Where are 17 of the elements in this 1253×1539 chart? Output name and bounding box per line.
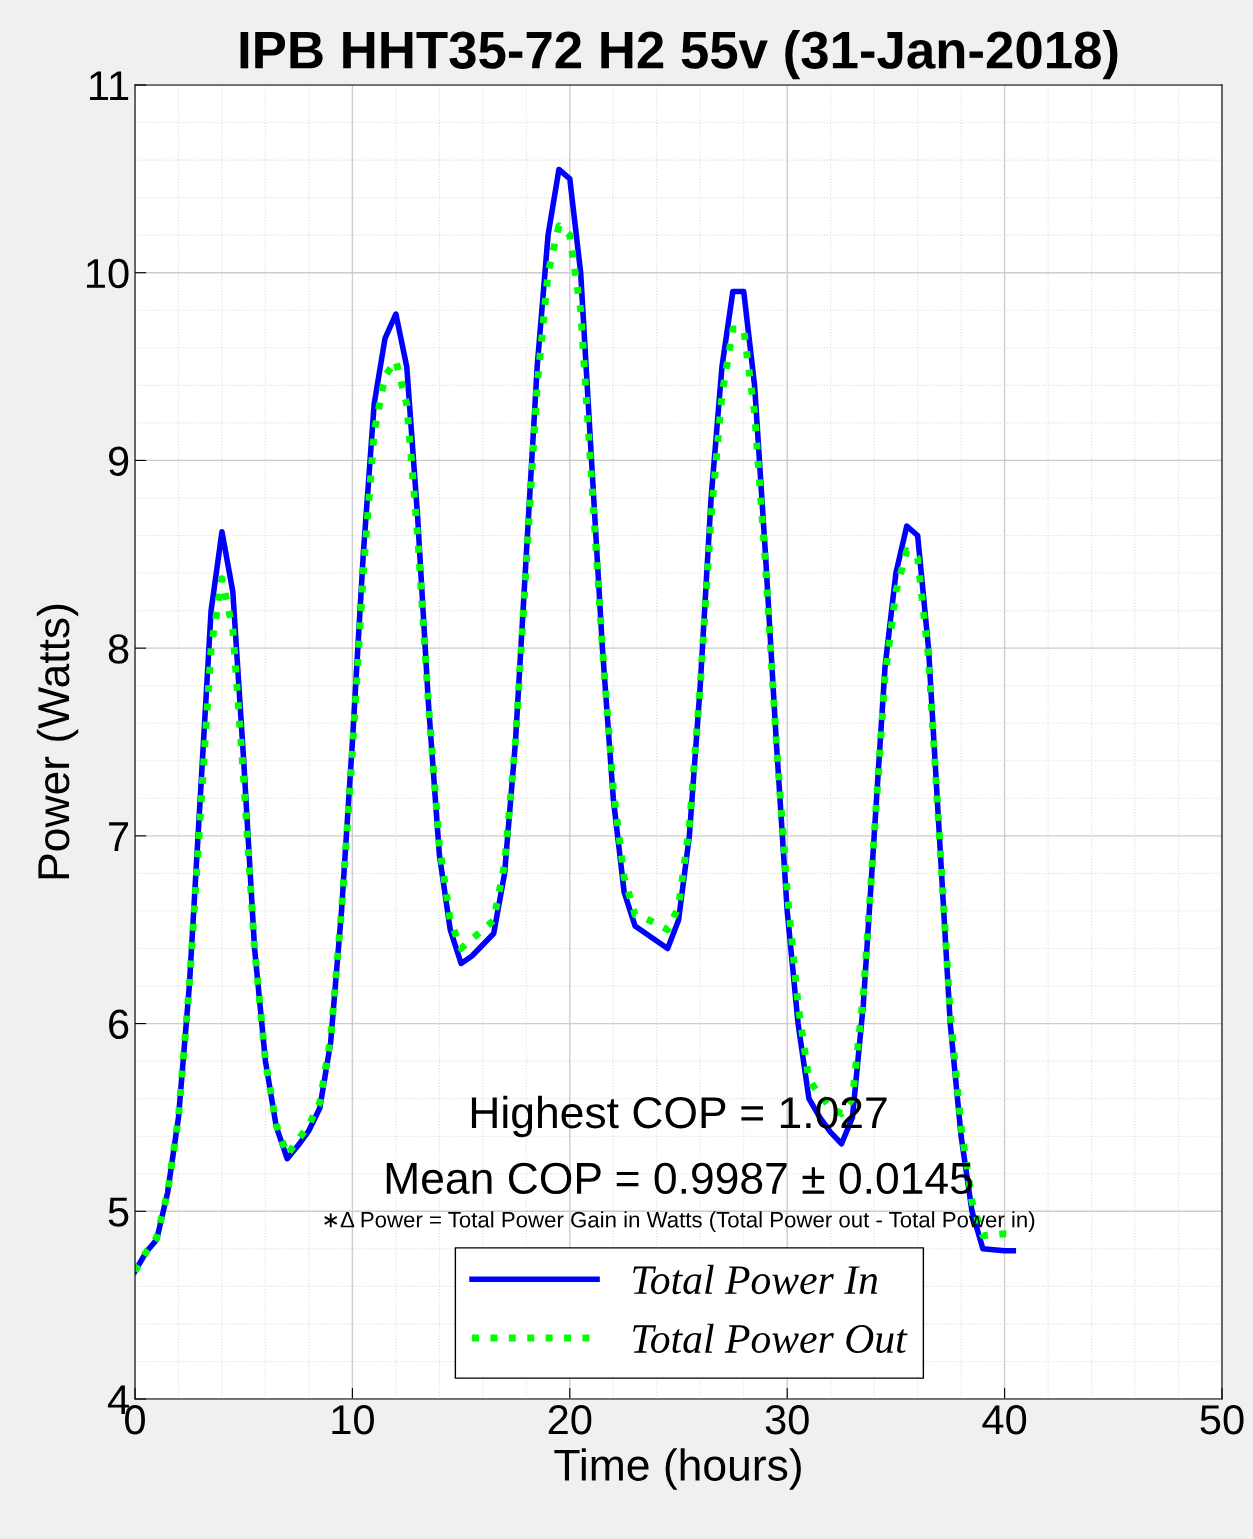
y-tick-label: 8 — [108, 634, 129, 664]
y-tick-label: 11 — [90, 71, 129, 101]
y-tick-label: 5 — [108, 1197, 129, 1227]
y-tick-label: 9 — [108, 446, 129, 476]
x-tick-label: 50 — [1200, 1404, 1244, 1435]
x-tick-label: 10 — [332, 1404, 374, 1435]
legend-label: Total Power Out — [633, 1323, 908, 1354]
x-tick-label: 40 — [982, 1404, 1027, 1435]
y-tick-label: 6 — [109, 1009, 129, 1040]
legend-label: Total Power In — [633, 1264, 878, 1295]
y-axis-title: Power (Watts) — [36, 604, 79, 879]
x-tick-label: 20 — [548, 1404, 592, 1435]
x-axis-title: Time (hours) — [554, 1448, 801, 1490]
x-tick-label: 30 — [765, 1404, 809, 1435]
chart-title: IPB HHT35-72 H2 55v (31-Jan-2018) — [240, 30, 1118, 80]
y-tick-label: 7 — [109, 822, 129, 851]
y-tick-label: 10 — [86, 258, 129, 289]
